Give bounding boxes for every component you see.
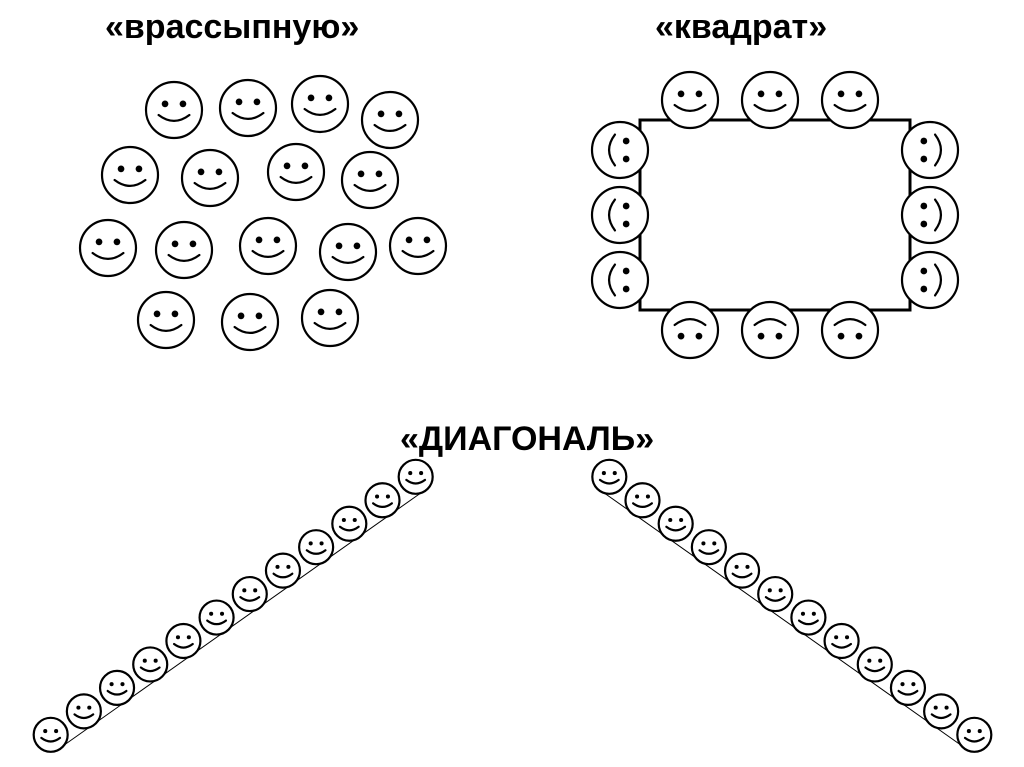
square-face (592, 187, 648, 243)
square-face (662, 302, 718, 358)
diagonal-left-line (60, 490, 425, 748)
square-face (592, 122, 648, 178)
diagonal-right-face (725, 554, 759, 588)
diagonal-right-face (891, 671, 925, 705)
diagonal-left-face (365, 483, 399, 517)
scatter-face (138, 292, 194, 348)
diagonal-left-face (266, 554, 300, 588)
diagonal-left-face (34, 718, 68, 752)
diagonal-left-face (67, 694, 101, 728)
scatter-face (156, 222, 212, 278)
scatter-face (102, 147, 158, 203)
diagonal-left-face (332, 507, 366, 541)
diagonal-left-face (133, 647, 167, 681)
scatter-face (390, 218, 446, 274)
diagonal-right-line (600, 490, 965, 748)
scatter-face (80, 220, 136, 276)
diagonal-right-face (592, 460, 626, 494)
scatter-face (240, 218, 296, 274)
diagram-canvas (0, 0, 1024, 767)
square-rect (640, 120, 910, 310)
square-face (742, 302, 798, 358)
scatter-face (220, 80, 276, 136)
diagonal-left-face (233, 577, 267, 611)
scatter-face (268, 144, 324, 200)
square-face (822, 302, 878, 358)
scatter-face (292, 76, 348, 132)
diagonal-left-face (200, 601, 234, 635)
square-face (592, 252, 648, 308)
square-face (902, 122, 958, 178)
diagonal-right-face (924, 694, 958, 728)
scatter-face (222, 294, 278, 350)
square-face (662, 72, 718, 128)
diagonal-right-face (825, 624, 859, 658)
square-face (902, 252, 958, 308)
diagonal-right-face (692, 530, 726, 564)
diagonal-right-face (858, 647, 892, 681)
diagonal-left-face (100, 671, 134, 705)
diagonal-left-face (299, 530, 333, 564)
scatter-face (362, 92, 418, 148)
diagonal-left-face (399, 460, 433, 494)
square-face (822, 72, 878, 128)
scatter-face (182, 150, 238, 206)
diagonal-right-face (758, 577, 792, 611)
diagonal-left-face (166, 624, 200, 658)
scatter-face (342, 152, 398, 208)
diagonal-right-face (659, 507, 693, 541)
diagonal-right-face (626, 483, 660, 517)
scatter-face (146, 82, 202, 138)
scatter-face (320, 224, 376, 280)
square-face (902, 187, 958, 243)
diagonal-right-face (957, 718, 991, 752)
square-face (742, 72, 798, 128)
page: { "canvas": { "width": 1024, "height": 7… (0, 0, 1024, 767)
scatter-face (302, 290, 358, 346)
diagonal-right-face (791, 601, 825, 635)
